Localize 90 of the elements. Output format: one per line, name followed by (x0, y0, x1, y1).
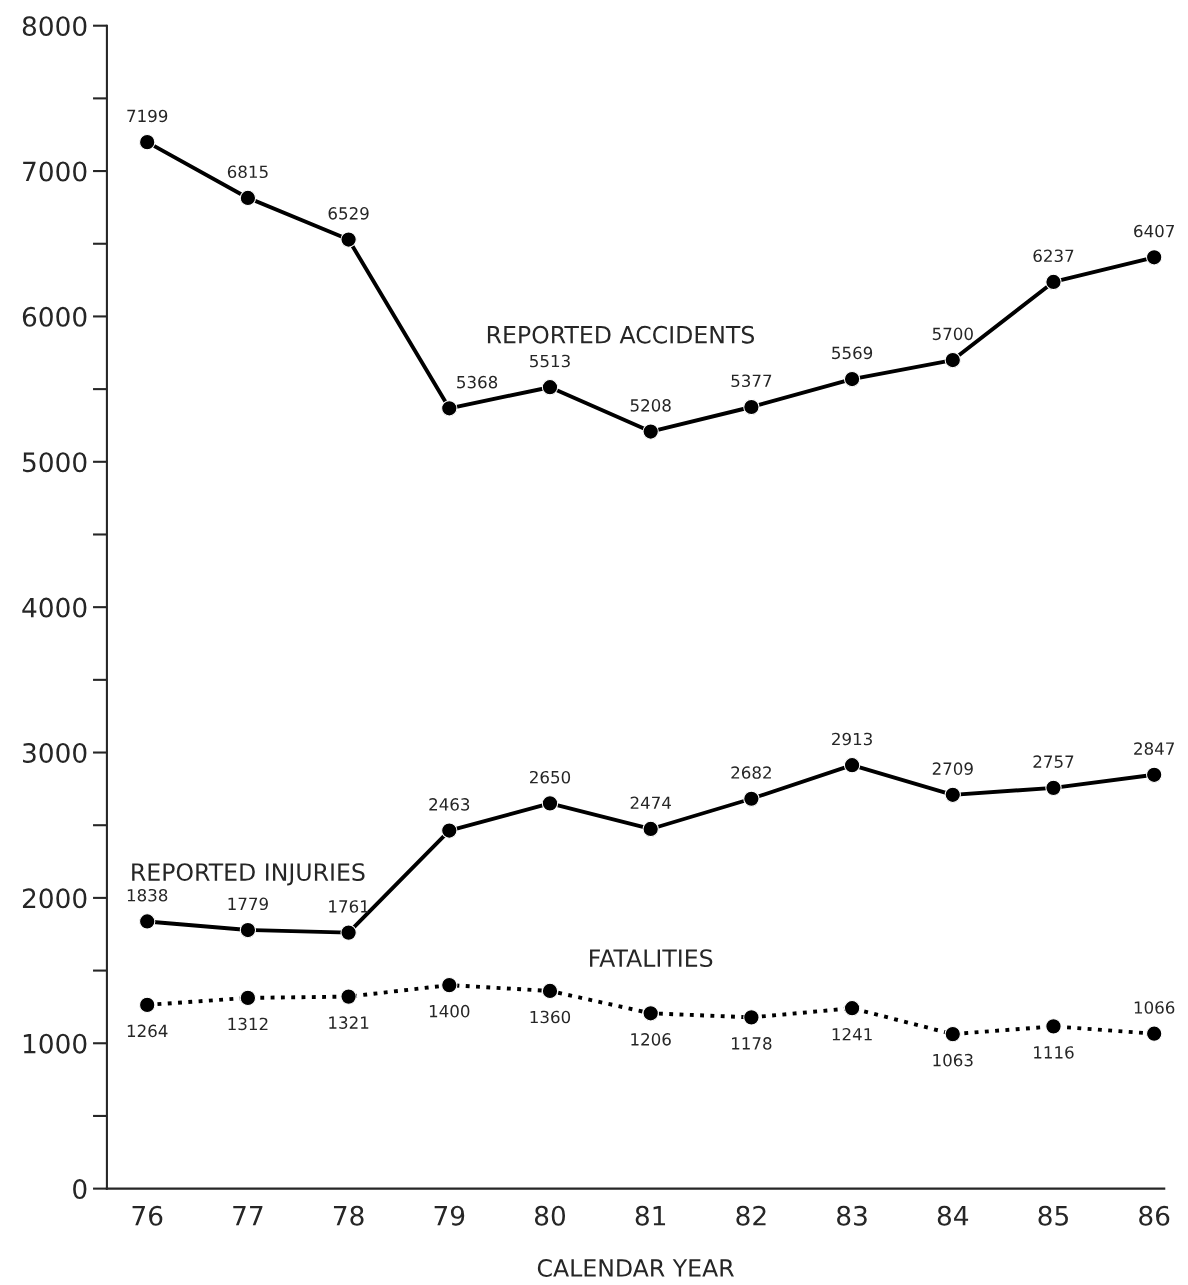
y-tick-label: 7000 (23, 161, 87, 182)
point (139, 996, 156, 1014)
point (944, 1025, 961, 1043)
data-label: 1321 (329, 1016, 369, 1029)
data-label: 2847 (1134, 742, 1174, 755)
point (944, 786, 961, 803)
point (944, 351, 961, 369)
data-label: 6237 (1033, 249, 1074, 263)
x-tick-label: 82 (736, 1205, 766, 1226)
data-label: 7199 (127, 109, 168, 123)
point (139, 133, 156, 151)
point (441, 976, 458, 994)
x-tick-label: 81 (635, 1205, 666, 1226)
data-label: 5513 (530, 354, 570, 368)
point (642, 820, 659, 838)
x-tick-label: 84 (937, 1205, 969, 1226)
data-label: 6407 (1134, 224, 1174, 238)
x-tick-label: 76 (132, 1205, 163, 1226)
point (642, 1005, 659, 1022)
point (139, 913, 156, 930)
point (843, 757, 861, 774)
data-label: 1241 (832, 1027, 872, 1041)
data-label: 1312 (228, 1017, 268, 1031)
point (843, 370, 861, 388)
x-tick-label: 77 (233, 1206, 263, 1226)
point (1146, 1025, 1163, 1042)
data-label: 1400 (429, 1004, 470, 1018)
x-tick-label: 85 (1038, 1205, 1068, 1226)
point (340, 924, 357, 941)
data-label: 5569 (832, 346, 873, 360)
point (340, 988, 357, 1005)
y-tick-label: 0 (73, 1179, 87, 1200)
data-label: 2913 (832, 732, 872, 746)
data-label: 1206 (631, 1033, 671, 1046)
point (743, 398, 760, 416)
series-label: FATALITIES (590, 949, 713, 968)
series-label: REPORTED INJURIES (132, 863, 365, 886)
point (1045, 273, 1062, 291)
y-tick-label: 4000 (22, 597, 87, 618)
data-label: 5368 (457, 375, 498, 389)
data-label: 1838 (127, 888, 168, 902)
point (743, 1009, 760, 1026)
point (239, 189, 257, 207)
data-label: 2757 (1033, 755, 1074, 768)
y-tick-label: 1000 (23, 1033, 87, 1054)
point (239, 989, 257, 1007)
point (441, 400, 458, 417)
data-label: 1066 (1134, 1001, 1175, 1014)
data-label: 2650 (530, 770, 571, 784)
point (239, 921, 257, 939)
point (843, 1000, 861, 1017)
x-axis-title: CALENDAR YEAR (537, 1259, 734, 1277)
point (1045, 779, 1062, 797)
y-tick-label: 6000 (22, 306, 87, 327)
x-tick-label: 86 (1139, 1205, 1170, 1226)
point (1146, 249, 1163, 266)
point (1146, 766, 1163, 783)
text: REPORTED ACCIDENTS (487, 325, 755, 344)
data-label: 2709 (932, 762, 973, 775)
point (1045, 1018, 1062, 1035)
data-label: 5377 (731, 374, 772, 388)
data-label: 1779 (228, 897, 268, 911)
data-label: 1264 (127, 1024, 168, 1038)
point (642, 423, 659, 440)
x-tick-label: 79 (434, 1205, 465, 1226)
data-label: 2682 (731, 766, 771, 779)
x-tick-label: 78 (333, 1205, 364, 1226)
point (541, 982, 559, 1000)
data-label: 1116 (1034, 1046, 1074, 1059)
point (743, 790, 760, 807)
data-label: 1178 (732, 1037, 772, 1050)
data-label: 5700 (932, 327, 973, 341)
data-label: 1063 (933, 1053, 973, 1067)
y-tick-label: 5000 (23, 452, 87, 473)
data-label: 1360 (530, 1010, 571, 1024)
point (441, 822, 458, 839)
x-tick-label: 80 (534, 1205, 566, 1226)
data-label: 2474 (630, 796, 671, 809)
y-tick-label: 8000 (22, 16, 87, 37)
data-label: 5208 (630, 399, 671, 412)
point (541, 795, 559, 812)
y-tick-label: 3000 (23, 742, 87, 763)
y-tick-label: 2000 (22, 888, 87, 909)
x-tick-label: 83 (837, 1205, 867, 1226)
point (340, 231, 357, 248)
data-label: 1761 (329, 900, 369, 913)
point (541, 379, 559, 396)
data-label: 6815 (227, 165, 268, 179)
data-label: 6529 (328, 207, 369, 220)
data-label: 2463 (429, 798, 470, 811)
